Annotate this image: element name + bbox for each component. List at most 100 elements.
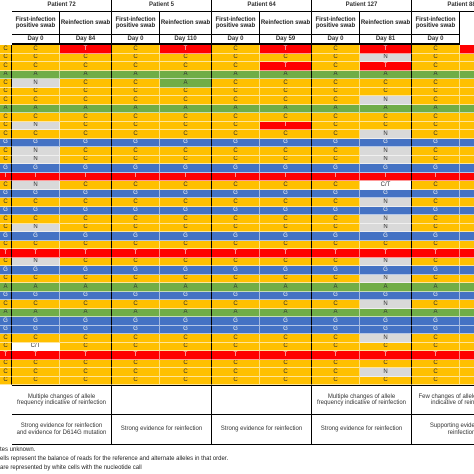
nucleotide-cell: C bbox=[112, 300, 160, 309]
nucleotide-cell: C bbox=[412, 53, 460, 62]
nucleotide-cell: G bbox=[212, 325, 260, 334]
nucleotide-cell: C bbox=[212, 53, 260, 62]
nucleotide-cell: C bbox=[212, 45, 260, 54]
nucleotide-cell: C bbox=[0, 334, 12, 343]
nucleotide-cell: T bbox=[360, 249, 412, 258]
evidence-cell: Supporting evidence for reinfection bbox=[412, 415, 474, 445]
nucleotide-cell: C bbox=[260, 87, 312, 96]
nucleotide-cell: T bbox=[160, 351, 212, 360]
nucleotide-cell: C bbox=[112, 155, 160, 164]
nucleotide-cell: T bbox=[360, 62, 412, 71]
nucleotide-cell: A bbox=[460, 283, 474, 292]
nucleotide-cell: C bbox=[312, 240, 360, 249]
nucleotide-cell: C bbox=[312, 376, 360, 385]
nucleotide-cell: G bbox=[260, 164, 312, 173]
nucleotide-cell: N bbox=[12, 121, 60, 130]
sample-label: First-infection positive swab bbox=[12, 12, 60, 34]
nucleotide-cell: C bbox=[60, 334, 112, 343]
nucleotide-cell: A bbox=[160, 308, 212, 317]
nucleotide-cell: C bbox=[260, 300, 312, 309]
nucleotide-cell: G bbox=[212, 291, 260, 300]
nucleotide-cell: C bbox=[60, 257, 112, 266]
nucleotide-cell: C bbox=[112, 87, 160, 96]
nucleotide-cell: C bbox=[312, 334, 360, 343]
nucleotide-cell: C bbox=[60, 130, 112, 139]
nucleotide-cell: G bbox=[60, 266, 112, 275]
nucleotide-cell: T bbox=[212, 249, 260, 258]
nucleotide-cell: C bbox=[260, 240, 312, 249]
nucleotide-cell: T bbox=[260, 172, 312, 181]
note-cell: Multiple changes of allele frequency ind… bbox=[12, 385, 112, 415]
nucleotide-cell: C bbox=[460, 359, 474, 368]
day-label: Day 0 bbox=[212, 34, 260, 45]
nucleotide-cell: C bbox=[60, 155, 112, 164]
nucleotide-cell: C bbox=[412, 79, 460, 88]
nucleotide-cell: C bbox=[160, 198, 212, 207]
nucleotide-cell: A bbox=[160, 79, 212, 88]
nucleotide-cell: G bbox=[412, 291, 460, 300]
nucleotide-cell: G bbox=[212, 164, 260, 173]
nucleotide-cell: C bbox=[0, 121, 12, 130]
nucleotide-cell: C bbox=[360, 359, 412, 368]
nucleotide-cell: G bbox=[412, 325, 460, 334]
nucleotide-cell: C bbox=[60, 300, 112, 309]
nucleotide-cell: C bbox=[12, 130, 60, 139]
nucleotide-cell: C bbox=[112, 257, 160, 266]
nucleotide-cell: C bbox=[412, 147, 460, 156]
nucleotide-cell: G bbox=[12, 317, 60, 326]
nucleotide-cell: C bbox=[312, 368, 360, 377]
nucleotide-cell: A bbox=[412, 104, 460, 113]
nucleotide-cell: C bbox=[160, 376, 212, 385]
note-cell bbox=[212, 385, 312, 415]
nucleotide-cell: C bbox=[360, 121, 412, 130]
nucleotide-cell: C bbox=[212, 121, 260, 130]
nucleotide-cell: C bbox=[412, 342, 460, 351]
nucleotide-cell: T bbox=[260, 351, 312, 360]
evidence-cell: Strong evidence for reinfection and evid… bbox=[12, 415, 112, 445]
nucleotide-cell: C bbox=[460, 130, 474, 139]
nucleotide-cell: T bbox=[0, 351, 12, 360]
nucleotide-cell: C bbox=[412, 274, 460, 283]
nucleotide-cell: C bbox=[112, 223, 160, 232]
nucleotide-cell: N bbox=[12, 155, 60, 164]
nucleotide-cell: C bbox=[212, 181, 260, 190]
nucleotide-cell: C bbox=[160, 300, 212, 309]
nucleotide-cell: A bbox=[112, 104, 160, 113]
nucleotide-cell: C bbox=[160, 181, 212, 190]
nucleotide-cell: C bbox=[412, 368, 460, 377]
nucleotide-cell: G bbox=[460, 164, 474, 173]
nucleotide-cell: C bbox=[112, 45, 160, 54]
nucleotide-cell: C bbox=[112, 368, 160, 377]
nucleotide-cell: G bbox=[360, 232, 412, 241]
nucleotide-cell: C bbox=[160, 113, 212, 122]
nucleotide-cell: G bbox=[460, 206, 474, 215]
nucleotide-cell: G bbox=[460, 266, 474, 275]
nucleotide-cell: G bbox=[60, 232, 112, 241]
nucleotide-cell: C bbox=[312, 257, 360, 266]
nucleotide-cell: C bbox=[0, 215, 12, 224]
nucleotide-cell: C bbox=[260, 113, 312, 122]
nucleotide-cell: C bbox=[260, 274, 312, 283]
nucleotide-cell: G bbox=[212, 189, 260, 198]
nucleotide-cell: C bbox=[0, 274, 12, 283]
nucleotide-cell: T bbox=[112, 351, 160, 360]
nucleotide-cell: C bbox=[460, 53, 474, 62]
nucleotide-cell: C bbox=[112, 113, 160, 122]
evidence-cell: Strong evidence for reinfection bbox=[112, 415, 212, 445]
nucleotide-cell: C bbox=[260, 147, 312, 156]
nucleotide-cell: C bbox=[212, 155, 260, 164]
nucleotide-cell: C bbox=[460, 87, 474, 96]
nucleotide-cell: C bbox=[260, 342, 312, 351]
nucleotide-cell: C bbox=[460, 342, 474, 351]
nucleotide-cell: A bbox=[312, 104, 360, 113]
nucleotide-cell: N bbox=[12, 79, 60, 88]
nucleotide-cell: C bbox=[360, 113, 412, 122]
nucleotide-cell: G bbox=[360, 164, 412, 173]
nucleotide-cell: C bbox=[12, 62, 60, 71]
nucleotide-cell: C bbox=[212, 96, 260, 105]
nucleotide-cell: C bbox=[312, 147, 360, 156]
footnote: are represented by white cells with the … bbox=[0, 465, 142, 471]
nucleotide-cell: C bbox=[260, 53, 312, 62]
nucleotide-cell: C bbox=[60, 79, 112, 88]
nucleotide-cell: N bbox=[360, 215, 412, 224]
